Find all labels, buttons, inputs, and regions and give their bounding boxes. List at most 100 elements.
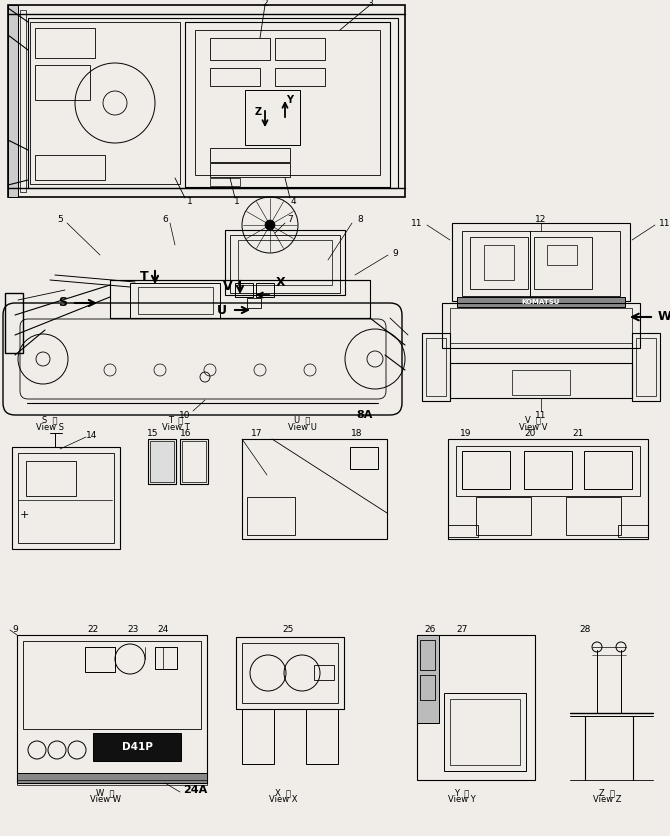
Bar (350, 447, 378, 469)
Bar (17, 780, 207, 785)
Bar (547, 245, 577, 265)
Bar (12, 447, 120, 549)
Text: 6: 6 (162, 216, 168, 225)
Text: 15: 15 (147, 429, 159, 437)
Bar (566, 497, 621, 535)
Text: 7: 7 (287, 216, 293, 225)
Bar (420, 640, 435, 670)
Bar (85, 647, 115, 672)
Bar (442, 303, 640, 348)
Bar (417, 635, 535, 780)
Text: View Y: View Y (448, 796, 476, 804)
Text: D41P: D41P (121, 742, 153, 752)
Text: Z  視: Z 視 (599, 788, 615, 798)
Bar (618, 525, 648, 537)
Bar (420, 675, 435, 700)
Bar (444, 693, 526, 771)
Text: V  視: V 視 (525, 415, 541, 425)
Bar (275, 68, 325, 86)
Bar (8, 5, 18, 197)
Bar (247, 497, 295, 535)
Text: 9: 9 (12, 625, 18, 635)
Text: +: + (19, 510, 29, 520)
Bar (210, 148, 290, 162)
Bar (238, 240, 332, 285)
Text: 4: 4 (290, 197, 296, 206)
Text: 8: 8 (357, 216, 363, 225)
Text: 11: 11 (411, 218, 423, 227)
Bar (210, 68, 260, 86)
Text: 3: 3 (367, 0, 373, 8)
Bar (180, 439, 208, 484)
Bar (534, 237, 592, 289)
Bar (242, 643, 338, 703)
Bar (17, 635, 207, 783)
Text: 10: 10 (180, 410, 191, 420)
Bar (275, 38, 325, 60)
Text: 23: 23 (127, 625, 139, 635)
Text: View X: View X (269, 796, 297, 804)
Text: 25: 25 (282, 625, 293, 635)
Bar (148, 439, 176, 484)
Bar (138, 287, 213, 314)
Bar (182, 441, 206, 482)
Bar (448, 525, 478, 537)
Text: U: U (217, 303, 227, 317)
Bar (185, 22, 390, 187)
Text: 16: 16 (180, 429, 192, 437)
Bar (247, 298, 261, 308)
Text: X  視: X 視 (275, 788, 291, 798)
Bar (636, 338, 656, 396)
Bar (235, 283, 253, 297)
Bar (150, 441, 174, 482)
Text: 9: 9 (392, 248, 398, 257)
Bar (450, 699, 520, 765)
Text: S  視: S 視 (42, 415, 58, 425)
Text: 11: 11 (535, 410, 547, 420)
Text: View U: View U (287, 422, 316, 431)
Bar (584, 451, 632, 489)
Bar (450, 308, 632, 343)
Bar (210, 163, 290, 177)
Bar (35, 65, 90, 100)
Bar (306, 709, 338, 764)
Bar (512, 370, 570, 395)
Text: W  視: W 視 (96, 788, 115, 798)
Bar (93, 733, 181, 761)
Text: 22: 22 (87, 625, 98, 635)
Bar (225, 230, 345, 295)
Text: 21: 21 (572, 429, 584, 437)
Bar (417, 635, 439, 723)
Text: 1: 1 (187, 197, 193, 206)
Text: X: X (276, 277, 286, 289)
Text: T: T (139, 271, 148, 283)
Text: 17: 17 (251, 429, 263, 437)
Bar (35, 155, 105, 180)
Bar (484, 245, 514, 280)
Text: 5: 5 (57, 216, 63, 225)
Circle shape (265, 220, 275, 230)
Text: U  視: U 視 (294, 415, 310, 425)
Bar (8, 5, 405, 197)
Text: View W: View W (90, 796, 121, 804)
Bar (28, 18, 398, 188)
Bar (20, 10, 26, 192)
Bar (314, 665, 334, 680)
Text: KOMATSU: KOMATSU (522, 299, 560, 305)
Bar (18, 453, 114, 543)
Bar (236, 637, 344, 709)
Bar (155, 647, 177, 669)
Bar (110, 280, 370, 318)
Bar (35, 28, 95, 58)
Text: Y: Y (287, 95, 293, 105)
Bar (130, 283, 220, 318)
Text: 11: 11 (659, 218, 670, 227)
Bar (242, 439, 387, 539)
Text: 2: 2 (262, 0, 268, 8)
Text: V: V (223, 281, 232, 293)
Bar (426, 338, 446, 396)
Bar (632, 333, 660, 401)
Text: View Z: View Z (593, 796, 621, 804)
Bar (5, 293, 23, 353)
Bar (23, 641, 201, 729)
